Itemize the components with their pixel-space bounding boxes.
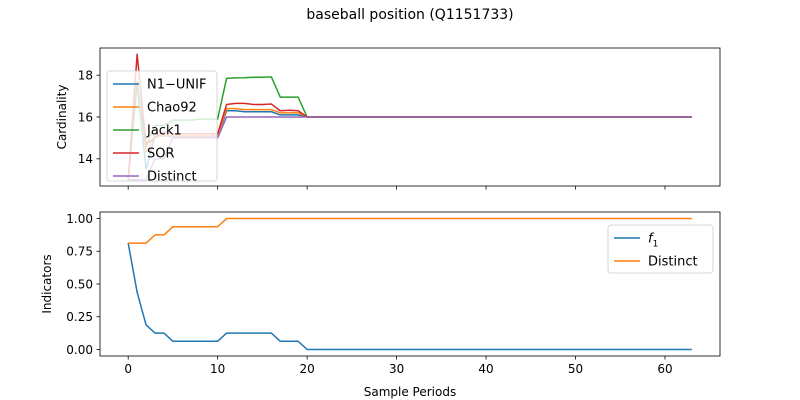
indicators-y-tick-label-0-25: 0.25 xyxy=(66,310,93,324)
indicators-y-tick-label-0-00: 0.00 xyxy=(66,343,93,357)
x-tick-label-60: 60 xyxy=(657,362,672,376)
indicators-y-tick-label-0-50: 0.50 xyxy=(66,277,93,291)
indicators-series xyxy=(127,217,692,351)
indicators-legend: f1 Distinct xyxy=(607,224,714,274)
cardinality-legend-label-n1-unif: N1−UNIF xyxy=(147,78,206,93)
cardinality-y-axis-label: Cardinality xyxy=(55,85,69,150)
x-tick-label-20: 20 xyxy=(299,362,314,376)
indicators-y-tick-label-0-75: 0.75 xyxy=(66,245,93,259)
x-tick-label-0: 0 xyxy=(124,362,132,376)
cardinality-legend: N1−UNIF Chao92 Jack1 SOR Distinct xyxy=(106,70,218,185)
x-tick-label-30: 30 xyxy=(389,362,404,376)
indicators-series-f1-line xyxy=(127,242,692,351)
indicators-panel: 0 10 20 30 40 50 60 0.00 0.25 0.50 0.75 1.00 Indica… xyxy=(40,211,721,399)
indicators-legend-label-distinct: Distinct xyxy=(648,255,698,270)
figure-title: baseball position (Q1151733) xyxy=(306,7,513,23)
indicators-legend-label-f1: f1 xyxy=(648,232,658,250)
cardinality-y-tick-label-16: 16 xyxy=(78,110,93,124)
cardinality-panel: 14 16 18 Cardinality N1−UNIF Chao92 Jack1 SOR… xyxy=(55,47,721,190)
cardinality-legend-label-chao92: Chao92 xyxy=(147,101,197,116)
indicators-y-axis-label: Indicators xyxy=(40,254,54,313)
indicators-ticks: 0 10 20 30 40 50 60 0.00 0.25 0.50 0.75 1.00 xyxy=(66,212,672,376)
cardinality-y-tick-label-18: 18 xyxy=(78,68,93,82)
indicators-series-distinct-line xyxy=(128,217,692,244)
x-axis-label: Sample Periods xyxy=(364,385,456,399)
cardinality-legend-label-jack1: Jack1 xyxy=(146,124,182,139)
cardinality-legend-label-sor: SOR xyxy=(147,147,175,162)
cardinality-y-tick-label-14: 14 xyxy=(78,152,93,166)
indicators-y-tick-label-1-00: 1.00 xyxy=(66,212,93,226)
x-tick-label-10: 10 xyxy=(210,362,225,376)
cardinality-ticks: 14 16 18 xyxy=(78,68,666,190)
x-tick-label-50: 50 xyxy=(568,362,583,376)
x-tick-label-40: 40 xyxy=(478,362,493,376)
cardinality-legend-label-distinct: Distinct xyxy=(147,170,197,185)
